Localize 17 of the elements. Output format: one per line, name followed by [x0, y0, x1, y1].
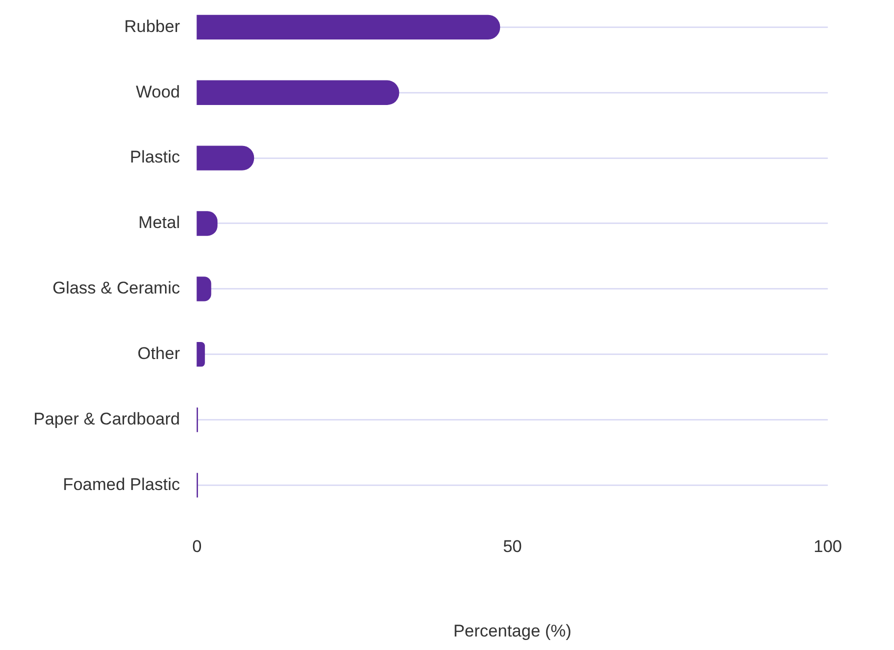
y-tick-label: Foamed Plastic [62, 474, 180, 494]
y-tick-label: Glass & Ceramic [52, 278, 180, 298]
x-tick-label: 0 [192, 537, 202, 556]
x-tick-label: 100 [814, 537, 842, 556]
y-tick-label: Metal [138, 213, 180, 232]
y-tick-label: Paper & Cardboard [34, 409, 180, 428]
x-tick-label: 50 [502, 537, 522, 556]
y-tick-label: Rubber [124, 16, 180, 36]
bar [196, 80, 400, 105]
x-axis-title: Percentage (%) [453, 621, 572, 640]
y-tick-label: Plastic [130, 148, 180, 167]
bar [196, 342, 205, 367]
y-tick-label: Other [137, 344, 180, 364]
bar [196, 14, 500, 40]
bar [196, 276, 212, 302]
bar [196, 146, 254, 170]
y-tick-label: Wood [136, 82, 180, 102]
